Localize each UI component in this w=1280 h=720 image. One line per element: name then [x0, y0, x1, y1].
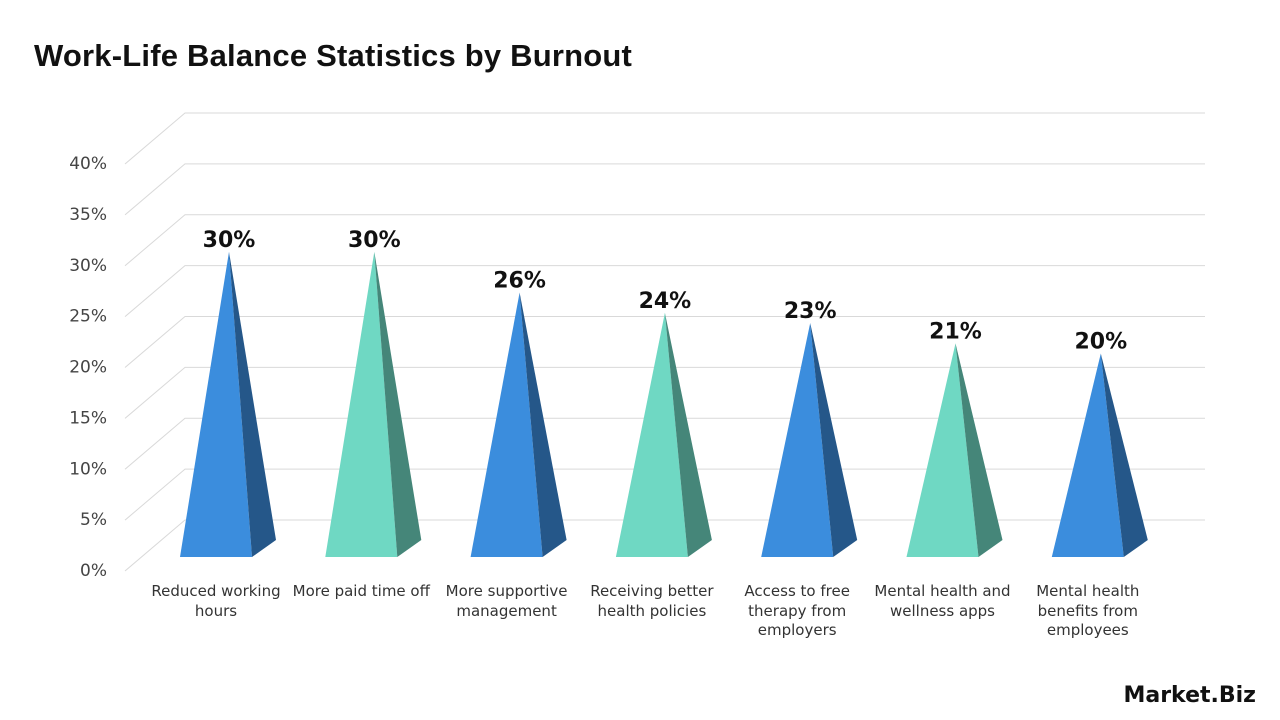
pyramid-front [761, 322, 834, 557]
value-label: 20% [1074, 330, 1127, 355]
grid-line [124, 265, 1205, 318]
pyramid-side [374, 251, 422, 557]
grid-line [124, 468, 1205, 521]
pyramid-front [906, 343, 979, 557]
pyramid-side [664, 312, 712, 557]
chart-title: Work-Life Balance Statistics by Burnout [34, 38, 633, 73]
pyramid-side [810, 322, 858, 557]
y-tick-label: 40% [69, 154, 107, 174]
grid-line [124, 417, 1205, 470]
pyramid-front [470, 292, 543, 557]
x-tick-label: More supportive management [445, 582, 568, 620]
x-tick-label: Mental health benefits from employees [1036, 582, 1140, 639]
value-label: 23% [784, 299, 837, 324]
value-label: 21% [929, 319, 982, 344]
x-tick-label: Access to free therapy from employers [744, 582, 850, 639]
y-tick-label: 5% [80, 510, 107, 530]
x-tick-label: Reduced working hours [151, 582, 281, 620]
pyramid-front [1051, 353, 1124, 557]
y-tick-label: 20% [69, 358, 107, 378]
pyramid-front [615, 312, 688, 557]
pyramid-side [955, 343, 1003, 557]
grid-line [124, 316, 1205, 368]
pyramid-front [180, 251, 252, 557]
x-tick-label: More paid time off [292, 582, 430, 600]
pyramid-side [229, 251, 276, 557]
y-tick-label: 10% [69, 459, 107, 479]
grid-line [124, 519, 1205, 572]
y-tick-label: 25% [69, 307, 107, 327]
y-tick-label: 0% [80, 561, 107, 581]
grid-line [124, 163, 1205, 216]
brand-logo: Market.Biz [1123, 683, 1256, 708]
x-tick-label: Mental health and wellness apps [874, 582, 1011, 620]
y-tick-label: 30% [69, 256, 107, 276]
pyramid-side [1100, 353, 1148, 557]
y-tick-label: 15% [69, 408, 107, 428]
y-tick-label: 35% [69, 205, 107, 225]
value-label: 24% [639, 289, 692, 314]
grid-line [124, 214, 1205, 267]
value-label: 30% [203, 228, 256, 253]
value-label: 30% [348, 228, 401, 253]
value-label: 26% [493, 268, 546, 293]
x-tick-label: Receiving better health policies [590, 582, 714, 620]
pyramid-side [519, 292, 567, 557]
grid-line [124, 112, 1205, 165]
pyramid-front [325, 251, 398, 557]
grid-line [124, 366, 1205, 419]
